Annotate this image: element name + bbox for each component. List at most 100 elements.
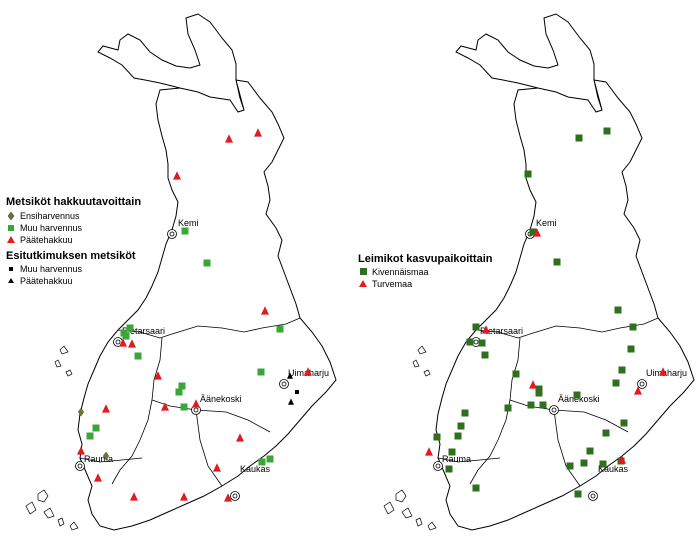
mineral-soil-square [627,345,635,353]
felling-triangle [192,399,200,408]
thinning-square [181,227,189,235]
legend-square-symbol [8,225,14,231]
right-legend-title: Leimikot kasvupaikoittain [358,253,493,265]
felling-triangle [119,338,127,347]
peatland-triangle [659,367,667,376]
mineral-soil-square [573,391,581,399]
city-marker-center [115,339,121,345]
left-legend-1-item-3: Päätehakkuu [20,235,73,245]
first-thinning-diamond [77,407,85,417]
felling-triangle [161,402,169,411]
city-marker-center [232,493,238,499]
felling-triangle [94,473,102,482]
mineral-soil-square [599,460,607,468]
thinning-square [134,352,142,360]
thinning-square [120,329,128,337]
right-legend: Leimikot kasvupaikoittain Kivennäismaa T… [358,253,493,289]
first-thinning-diamond [102,451,110,461]
city-marker-center [435,463,441,469]
left-site-points [77,128,312,502]
mineral-soil-square [472,484,480,492]
mineral-soil-square [618,366,626,374]
thinning-square [92,424,100,432]
left-legend-2-title: Esitutkimuksen metsiköt [6,250,136,262]
mineral-soil-square [612,379,620,387]
legend-small-triangle-symbol [8,278,14,283]
left-legend-2-item-1: Muu harvennus [20,264,83,274]
thinning-square [126,324,134,332]
left-legend-1-item-2: Muu harvennus [20,223,83,233]
felling-triangle [261,306,269,315]
mineral-soil-square [529,228,537,236]
legend-small-square-symbol [9,267,13,271]
mineral-soil-square [512,370,520,378]
city-marker-center [590,493,596,499]
mineral-soil-square [629,323,637,331]
left-islands [25,345,79,531]
pilot-felling-triangle [287,372,293,379]
left-legend-1: Metsiköt hakkuutavoittain Ensiharvennus … [6,196,141,245]
mineral-soil-square [535,389,543,397]
mineral-soil-square [481,351,489,359]
peatland-triangle [618,455,626,464]
city-label: Pietarsaari [480,326,523,336]
mineral-soil-square [614,306,622,314]
mineral-soil-square [524,170,532,178]
city-marker-center [77,463,83,469]
thinning-square [257,368,265,376]
city-label: Äänekoski [558,394,600,404]
city-label: Rauma [84,454,113,464]
thinning-square [180,403,188,411]
felling-triangle [130,492,138,501]
city-label: Kaukas [598,464,629,474]
mineral-soil-square [461,409,469,417]
left-legend-2-item-2: Päätehakkuu [20,276,73,286]
mineral-soil-square [553,258,561,266]
left-legend-2: Esitutkimuksen metsiköt Muu harvennus Pä… [6,250,136,286]
thinning-square [178,382,186,390]
mineral-soil-square [575,134,583,142]
mineral-soil-square [574,490,582,498]
city-marker-center [193,407,199,413]
right-site-points [425,127,667,498]
legend-triangle-symbol [7,236,15,243]
peatland-triangle [529,380,537,389]
left-legend-1-item-1: Ensiharvennus [20,211,80,221]
thinning-square [258,458,266,466]
thinning-square [203,259,211,267]
city-label: Kemi [178,218,199,228]
felling-triangle [254,128,262,137]
mineral-soil-square [504,404,512,412]
thinning-square [266,455,274,463]
city-marker-center [281,381,287,387]
mineral-soil-square [539,401,547,409]
thinning-square [276,325,284,333]
peatland-triangle [533,228,541,237]
mineral-soil-square [602,429,610,437]
city-label: Rauma [442,454,471,464]
city-marker-center [169,231,175,237]
mineral-soil-square [620,419,628,427]
mineral-soil-square [445,465,453,473]
right-legend-item-1: Kivennäismaa [372,267,429,277]
mineral-soil-square [478,339,486,347]
pilot-thinning-square [295,390,299,394]
felling-triangle [128,339,136,348]
city-marker-center [473,339,479,345]
mineral-soil-square [472,323,480,331]
pilot-felling-triangle [288,398,294,405]
mineral-soil-square [454,432,462,440]
legend-diamond-symbol [7,211,15,221]
felling-triangle [213,463,221,472]
legend-dark-green-square-symbol [360,268,367,275]
right-islands [383,345,437,531]
mineral-soil-square [580,459,588,467]
felling-triangle [224,493,232,502]
peatland-triangle [634,386,642,395]
mineral-soil-square [566,462,574,470]
legend-red-triangle-symbol [359,280,367,287]
felling-triangle [225,134,233,143]
city-label: Kemi [536,218,557,228]
felling-triangle [77,446,85,455]
mineral-soil-square [457,422,465,430]
